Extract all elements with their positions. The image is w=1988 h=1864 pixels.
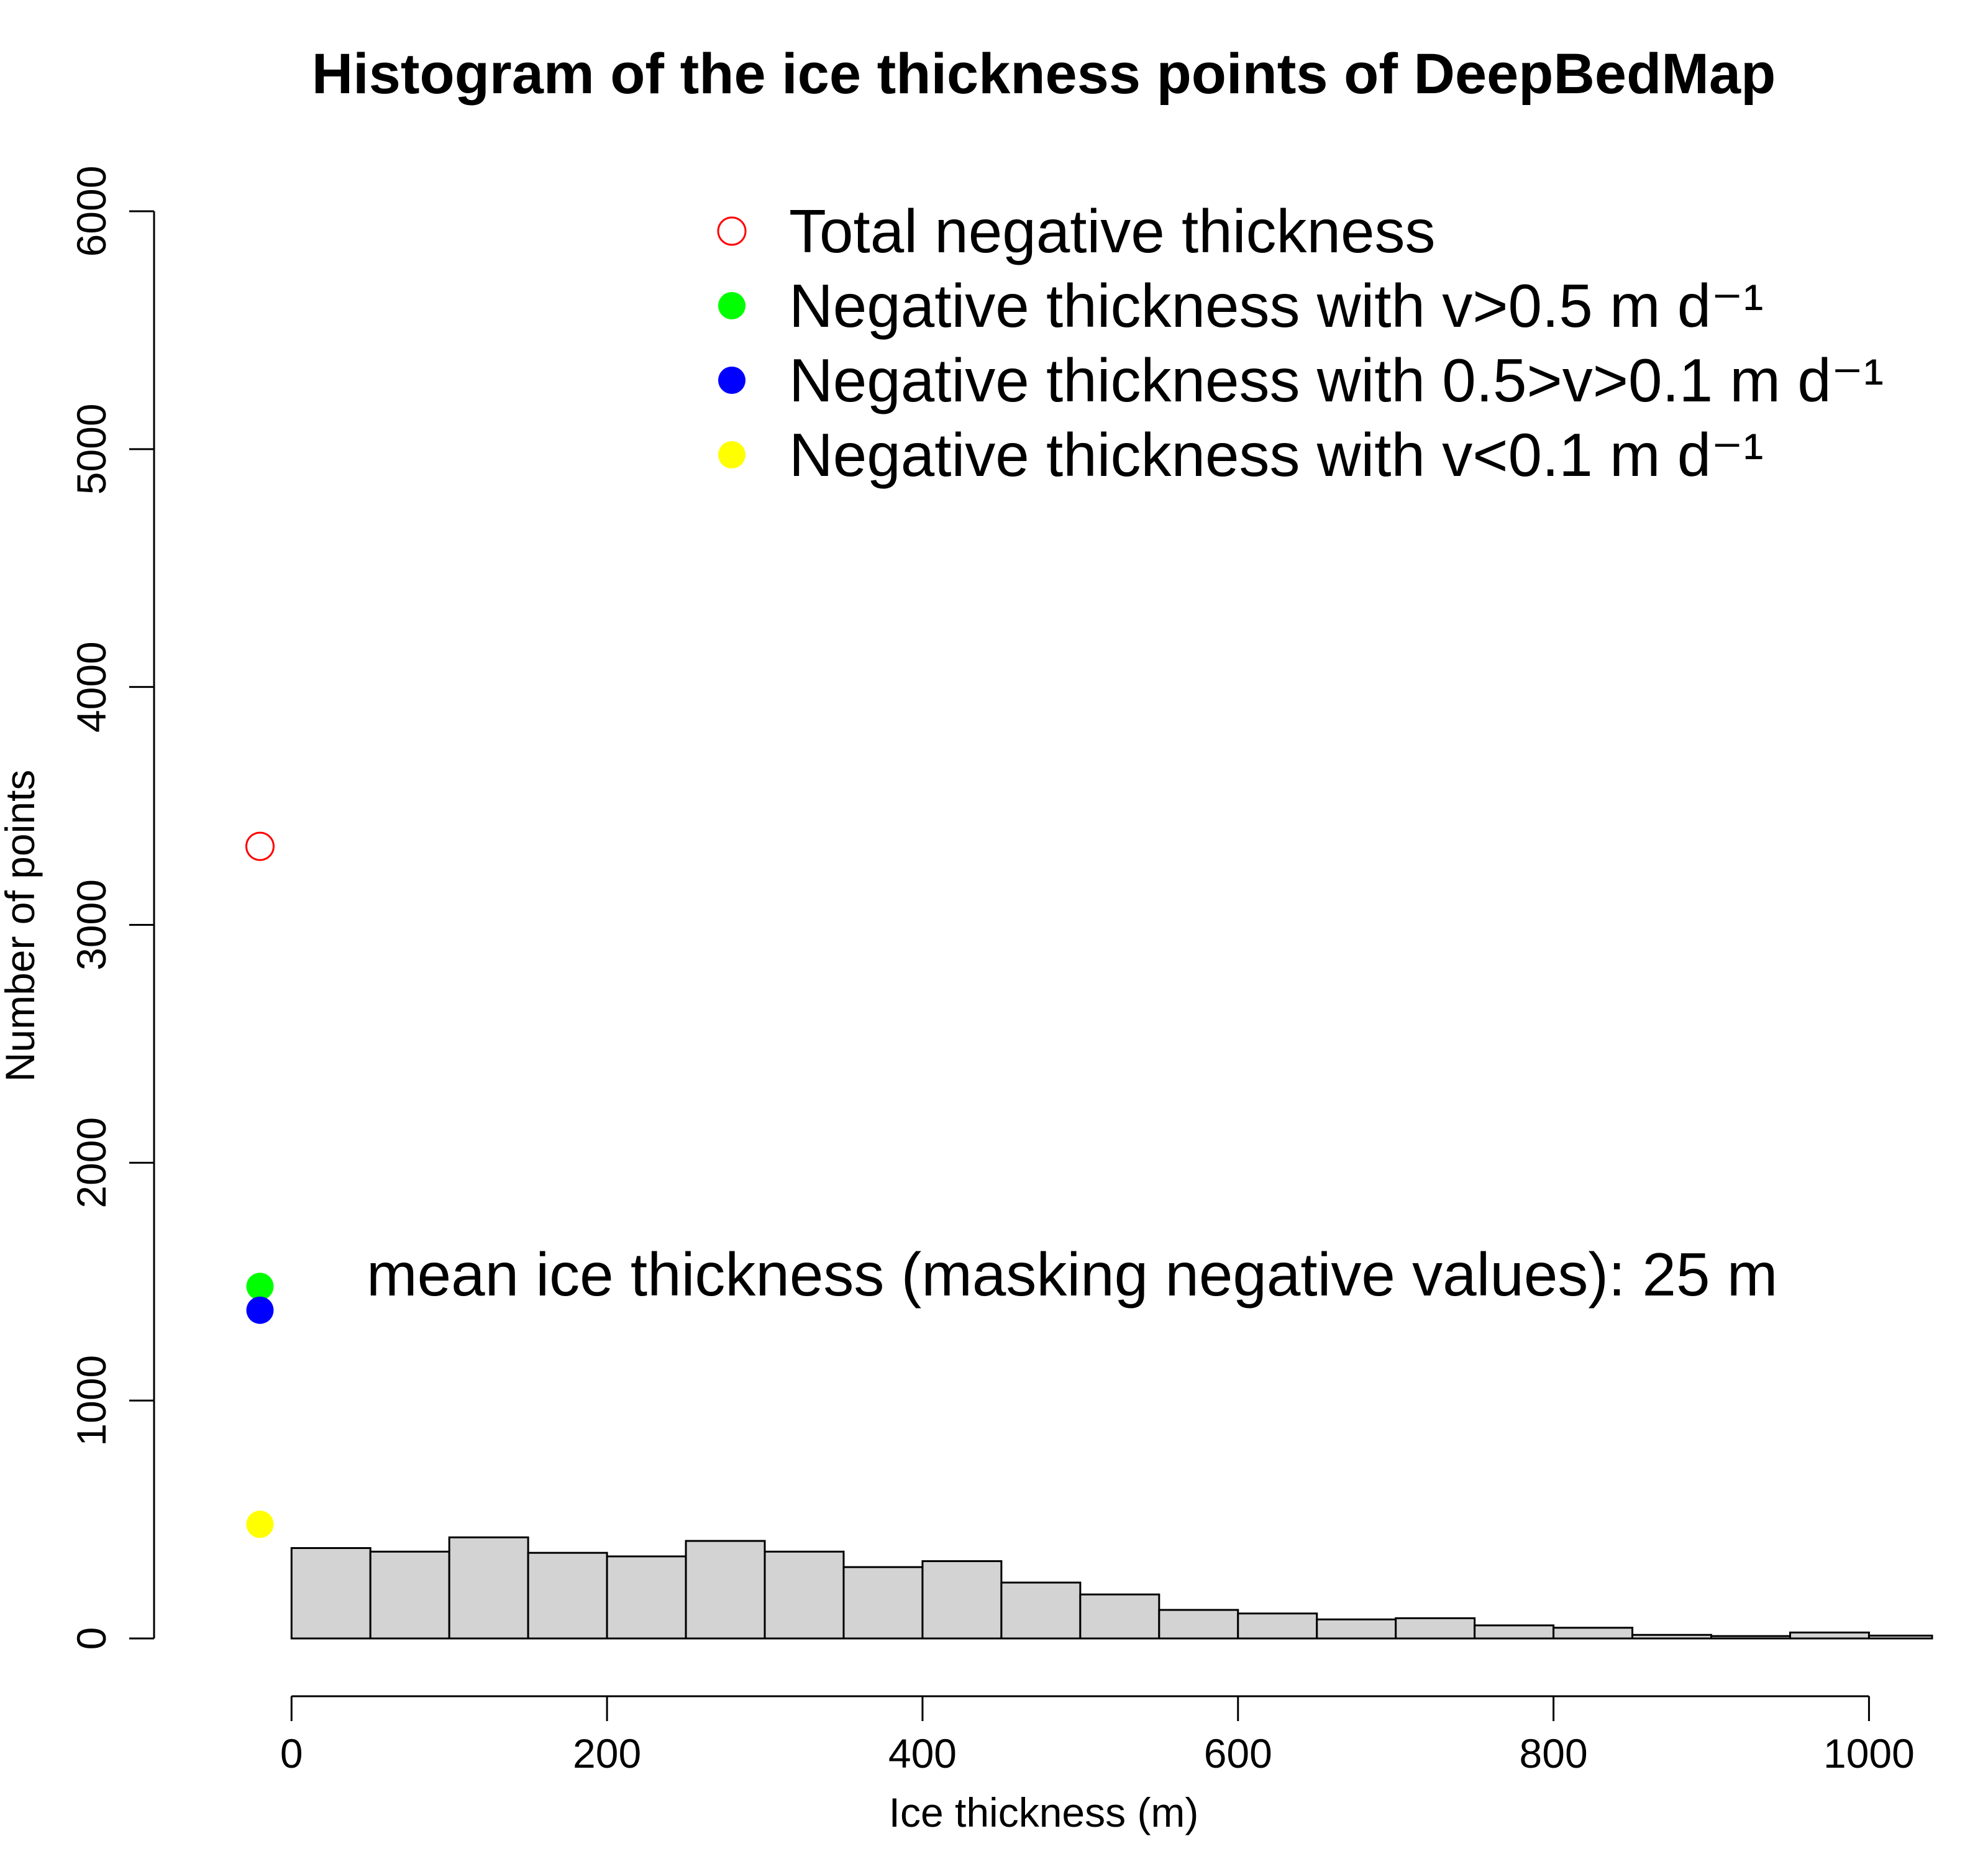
- x-tick-label: 600: [1204, 1730, 1272, 1776]
- histogram-bar: [842, 1566, 924, 1640]
- histogram-bar: [1710, 1635, 1791, 1640]
- histogram-bar: [606, 1555, 687, 1640]
- y-tick-label: 1000: [68, 1355, 114, 1446]
- y-axis-label: Number of points: [0, 770, 43, 1082]
- histogram-bar: [685, 1540, 766, 1640]
- histogram-bar: [1079, 1593, 1160, 1640]
- histogram-bar: [290, 1547, 372, 1640]
- data-point: [245, 831, 275, 861]
- mean-thickness-annotation: mean ice thickness (masking negative val…: [367, 1240, 1777, 1309]
- histogram-bars: [290, 1536, 1933, 1640]
- legend-marker: [718, 367, 746, 394]
- chart-title: Histogram of the ice thickness points of…: [312, 42, 1776, 106]
- legend-label: Negative thickness with v>0.5 m d⁻¹: [789, 272, 1764, 340]
- histogram-bar: [1158, 1609, 1239, 1640]
- histogram-bar: [1631, 1633, 1713, 1640]
- y-tick-label: 3000: [68, 879, 114, 971]
- legend-label: Total negative thickness: [789, 197, 1435, 265]
- y-tick-label: 2000: [68, 1117, 114, 1208]
- data-point: [246, 1272, 274, 1300]
- histogram-bar: [527, 1551, 608, 1640]
- y-tick-label: 4000: [68, 641, 114, 733]
- legend-marker: [718, 441, 746, 468]
- histogram-bar: [1316, 1618, 1397, 1640]
- x-tick-label: 400: [888, 1730, 957, 1776]
- y-tick-label: 6000: [68, 166, 114, 257]
- x-tick-label: 1000: [1823, 1730, 1915, 1776]
- x-axis-label: Ice thickness (m): [889, 1789, 1199, 1835]
- histogram-bar: [1789, 1631, 1870, 1640]
- y-tick-label: 5000: [68, 403, 114, 495]
- histogram-bar: [921, 1560, 1003, 1640]
- negative-thickness-points: [245, 831, 275, 1538]
- histogram-bar: [1237, 1612, 1318, 1640]
- legend: Total negative thickness Negative thickne…: [717, 197, 1884, 489]
- histogram-bar: [448, 1536, 529, 1640]
- legend-label: Negative thickness with v<0.1 m d⁻¹: [789, 421, 1764, 489]
- histogram-bar: [764, 1550, 845, 1640]
- x-tick-label: 200: [573, 1730, 641, 1776]
- data-point: [246, 1296, 274, 1324]
- histogram-bar: [1553, 1627, 1634, 1640]
- y-tick-label: 0: [68, 1627, 114, 1650]
- x-tick-label: 800: [1520, 1730, 1588, 1776]
- histogram-bar: [1867, 1634, 1933, 1640]
- histogram-bar: [1000, 1581, 1082, 1640]
- histogram-bar: [1474, 1624, 1555, 1640]
- histogram-bar: [1395, 1617, 1476, 1640]
- x-axis: 0 200 400 600 800 1000: [280, 1695, 1915, 1776]
- y-axis: 0 1000 2000 3000 4000 5000 6000: [68, 166, 155, 1650]
- x-tick-label: 0: [280, 1730, 303, 1776]
- histogram-bar: [369, 1550, 450, 1640]
- data-point: [246, 1510, 274, 1538]
- legend-marker: [718, 292, 746, 319]
- legend-label: Negative thickness with 0.5>v>0.1 m d⁻¹: [789, 346, 1884, 414]
- legend-marker: [717, 216, 747, 246]
